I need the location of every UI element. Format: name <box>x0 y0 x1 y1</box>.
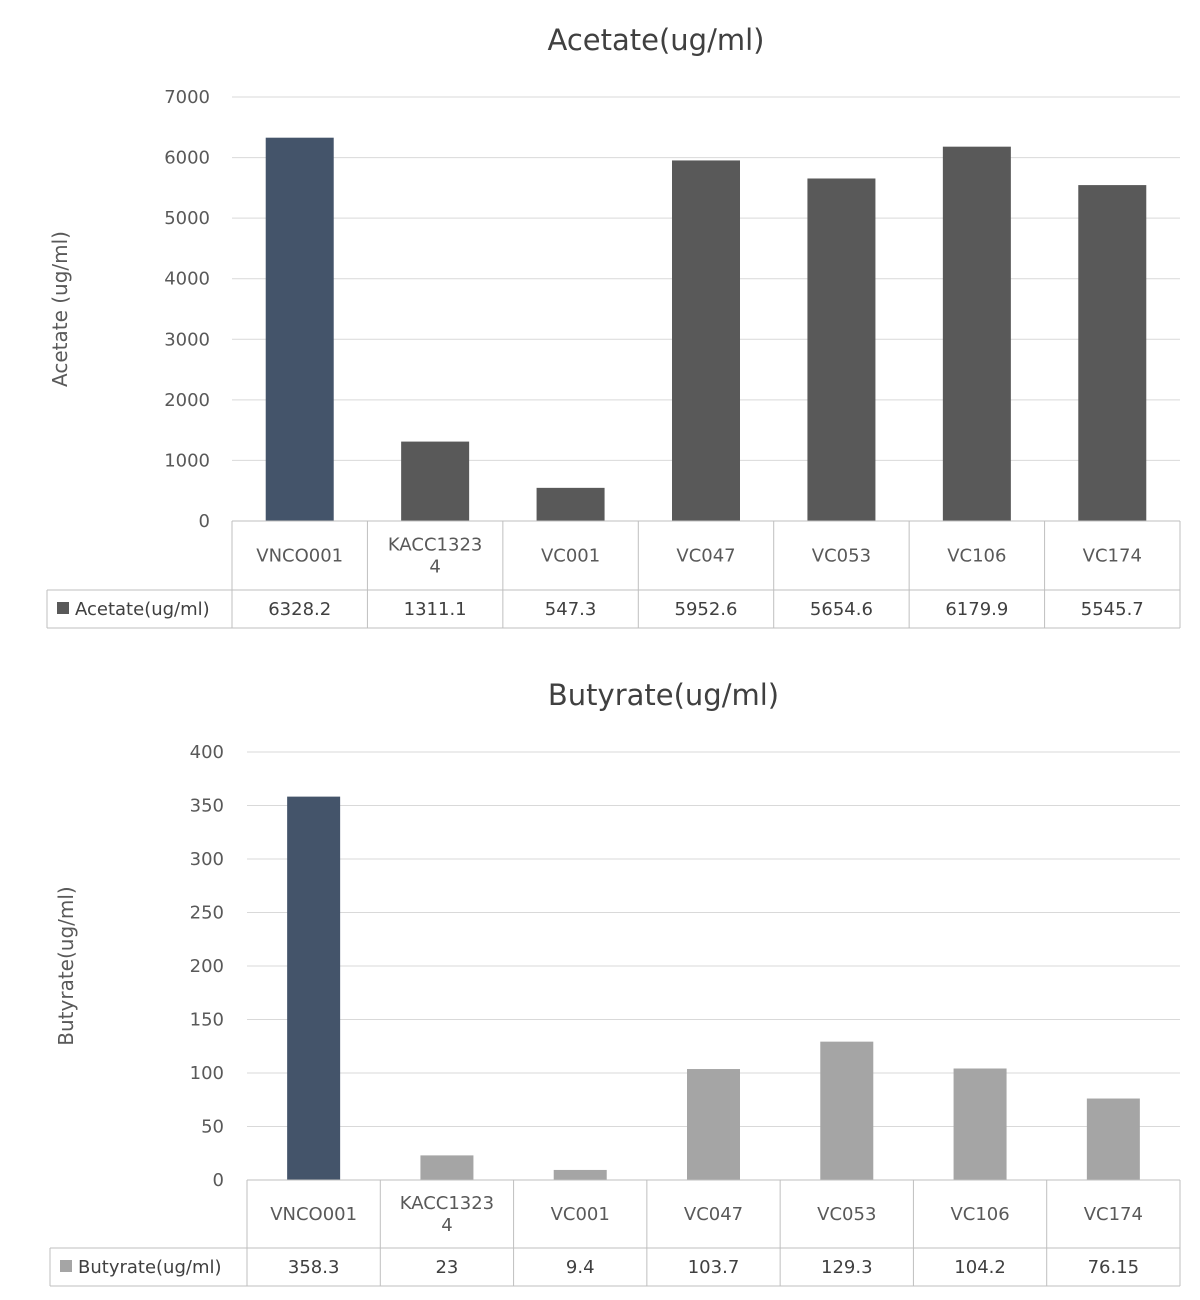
bar <box>807 178 875 521</box>
data-table-value: 103.7 <box>688 1257 740 1278</box>
x-category-label: VC053 <box>812 546 871 567</box>
data-table-value: 23 <box>435 1257 458 1278</box>
y-tick-label: 0 <box>199 511 210 532</box>
x-category-label: VC001 <box>541 546 600 567</box>
x-category-label: VC106 <box>947 546 1006 567</box>
legend-label: Acetate(ug/ml) <box>75 599 210 620</box>
y-tick-label: 150 <box>190 1010 224 1031</box>
y-tick-label: 50 <box>201 1117 224 1138</box>
acetate-chart: Acetate(ug/ml) Acetate (ug/ml) 0 1000 2000 30… <box>0 0 1200 650</box>
y-axis-label: Butyrate(ug/ml) <box>54 886 78 1045</box>
y-tick-label: 1000 <box>164 450 210 471</box>
x-category-label: 4 <box>441 1215 452 1236</box>
x-category-label: VNCO001 <box>256 546 343 567</box>
x-category-label: VC106 <box>950 1204 1009 1225</box>
y-tick-label: 350 <box>190 796 224 817</box>
bar <box>954 1069 1007 1180</box>
y-tick-label: 250 <box>190 903 224 924</box>
bar <box>420 1155 473 1180</box>
data-table-value: 5654.6 <box>810 599 873 620</box>
bar <box>672 160 740 521</box>
y-tick-label: 5000 <box>164 208 210 229</box>
y-tick-label: 2000 <box>164 390 210 411</box>
data-table-value: 547.3 <box>545 599 597 620</box>
data-table-value: 5952.6 <box>675 599 738 620</box>
data-table-value: 1311.1 <box>404 599 467 620</box>
y-tick-label: 100 <box>190 1063 224 1084</box>
bar <box>537 488 605 521</box>
data-table-value: 5545.7 <box>1081 599 1144 620</box>
data-table-value: 6179.9 <box>945 599 1008 620</box>
bar <box>287 797 340 1180</box>
chart-title: Butyrate(ug/ml) <box>548 678 779 712</box>
x-category-label: VC047 <box>676 546 735 567</box>
y-tick-label: 200 <box>190 956 224 977</box>
data-table-value: 129.3 <box>821 1257 873 1278</box>
bar <box>266 138 334 521</box>
bar <box>687 1069 740 1180</box>
legend-marker <box>57 602 69 614</box>
x-category-label: VC001 <box>551 1204 610 1225</box>
data-table-value: 6328.2 <box>268 599 331 620</box>
x-category-label: VC053 <box>817 1204 876 1225</box>
legend-marker <box>60 1260 72 1272</box>
x-category-label: 4 <box>429 557 440 578</box>
x-category-label: VC047 <box>684 1204 743 1225</box>
bar <box>1078 185 1146 521</box>
y-tick-label: 6000 <box>164 148 210 169</box>
bar <box>943 147 1011 521</box>
butyrate-chart: Butyrate(ug/ml) Butyrate(ug/ml) 0 50 100 150 2… <box>0 650 1200 1300</box>
data-table-value: 9.4 <box>566 1257 595 1278</box>
data-table-value: 358.3 <box>288 1257 340 1278</box>
y-axis-label: Acetate (ug/ml) <box>48 231 72 387</box>
data-table-value: 76.15 <box>1088 1257 1140 1278</box>
y-tick-label: 0 <box>213 1170 224 1191</box>
legend-label: Butyrate(ug/ml) <box>78 1257 222 1278</box>
x-category-label: VNCO001 <box>270 1204 357 1225</box>
bar <box>820 1042 873 1180</box>
x-category-label: VC174 <box>1084 1204 1143 1225</box>
data-table-value: 104.2 <box>954 1257 1006 1278</box>
y-tick-label: 3000 <box>164 329 210 350</box>
chart-title: Acetate(ug/ml) <box>548 23 765 57</box>
y-tick-label: 7000 <box>164 87 210 108</box>
y-tick-label: 300 <box>190 849 224 870</box>
y-tick-label: 400 <box>190 742 224 763</box>
x-category-label: VC174 <box>1083 546 1142 567</box>
bar <box>401 442 469 521</box>
x-category-label: KACC1323 <box>388 535 482 556</box>
x-category-label: KACC1323 <box>400 1193 494 1214</box>
bar <box>1087 1099 1140 1180</box>
y-tick-label: 4000 <box>164 269 210 290</box>
bar <box>554 1170 607 1180</box>
